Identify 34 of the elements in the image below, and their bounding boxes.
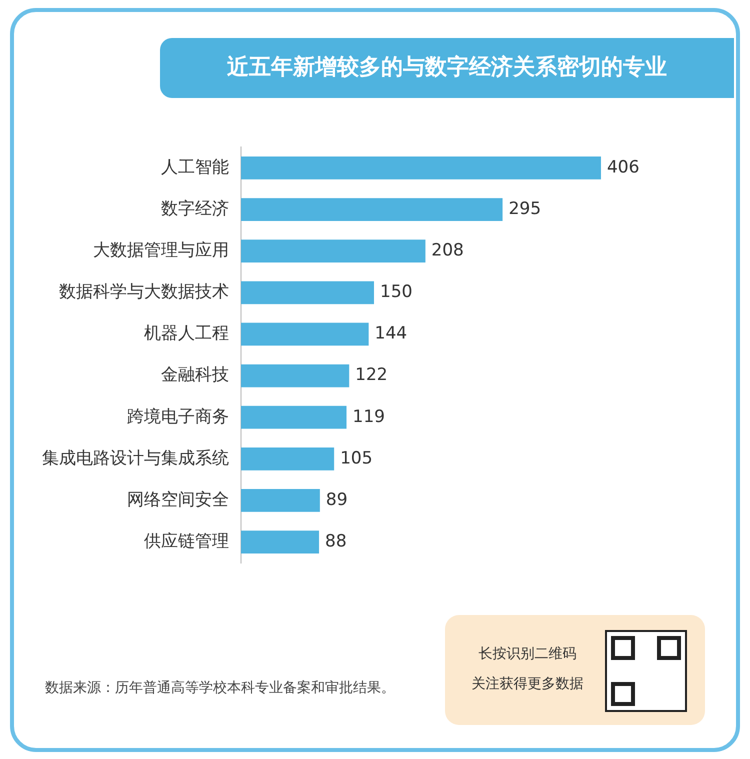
y-tick-label: 网络空间安全 — [127, 490, 229, 510]
y-tick-label: 人工智能 — [161, 157, 229, 178]
bar — [241, 406, 347, 429]
y-tick-label: 集成电路设计与集成系统 — [42, 448, 229, 468]
y-tick-label: 机器人工程 — [144, 324, 229, 344]
data-label: 105 — [340, 448, 373, 468]
y-tick-label: 数字经济 — [161, 198, 229, 219]
data-label: 406 — [606, 157, 640, 178]
bar — [241, 281, 374, 304]
bar — [241, 240, 426, 263]
bar — [241, 489, 320, 512]
bar — [241, 156, 601, 180]
y-tick-label: 跨境电子商务 — [127, 406, 229, 427]
data-label: 144 — [374, 324, 408, 344]
y-tick-label: 金融科技 — [161, 365, 229, 386]
bar — [241, 322, 369, 346]
data-label: 208 — [431, 240, 464, 261]
y-tick-label: 数据科学与大数据技术 — [59, 282, 229, 302]
y-tick-label: 供应链管理 — [144, 531, 229, 552]
data-label: 88 — [325, 531, 347, 552]
bar — [241, 198, 503, 221]
bar — [241, 447, 334, 470]
bar — [241, 364, 350, 388]
data-label: 295 — [508, 198, 542, 219]
y-tick-label: 大数据管理与应用 — [93, 240, 229, 261]
bar — [241, 530, 320, 554]
data-label: 122 — [355, 365, 388, 386]
chart-title: 近五年新增较多的与数字经济关系密切的专业 — [160, 38, 734, 98]
source-note: 数据来源：历年普通高等学校本科专业备案和审批结果。 — [45, 679, 396, 698]
text: 长按识别二维码 — [478, 645, 578, 663]
data-label: 89 — [326, 490, 348, 510]
data-label: 119 — [352, 406, 385, 427]
data-label: 150 — [380, 282, 412, 302]
text: 关注获得更多数据 — [470, 675, 584, 693]
